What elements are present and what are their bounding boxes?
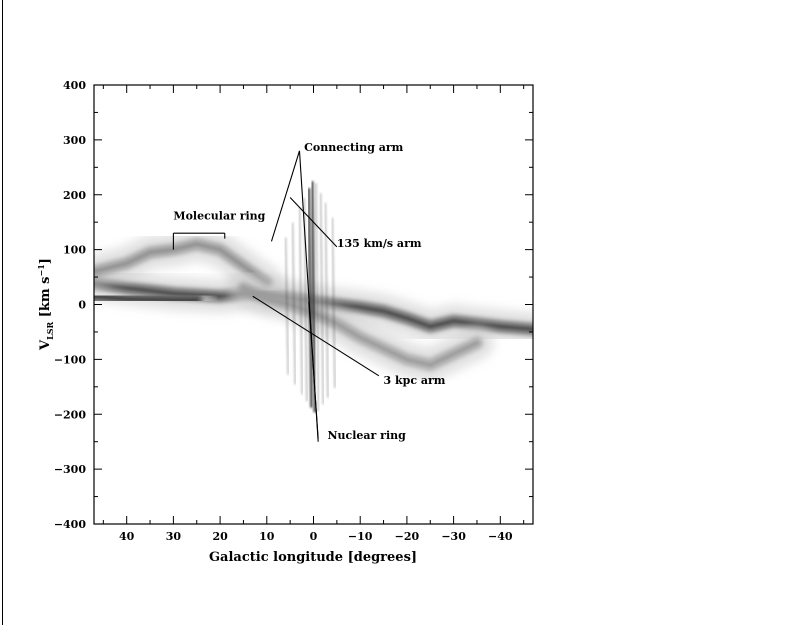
central-streak-2 [298,207,304,395]
central-streak-0 [284,237,290,375]
y-tick-label: −300 [54,463,87,476]
x-tick-label: 40 [119,530,135,543]
central-streak-5 [310,181,317,413]
y-axis-title-unit-close: ] [38,258,53,264]
annotation-label: Connecting arm [304,141,403,154]
central-streak-9 [331,217,336,388]
y-axis-title-unit-open: [km s [38,276,53,321]
central-streak-6 [315,183,320,411]
emission-core-1 [94,242,269,285]
annotations: Molecular ring Connecting arm 135 km/s arm… [173,141,445,442]
central-streak-1 [291,222,297,385]
x-axis-title: Galactic longitude [degrees] [209,550,417,565]
leader-line-3 [270,150,301,242]
y-axis-title: VLSR [km s−1] [36,258,55,351]
x-tick-label: 0 [310,530,318,543]
y-tick-label: 100 [63,244,86,257]
central-streak-7 [319,193,325,405]
x-tick-label: −40 [488,530,513,543]
x-tick-label: −30 [441,530,466,543]
leader-line-6 [252,295,380,377]
emission-map [94,181,533,413]
x-tick-label: 20 [212,530,228,543]
emission-core-2 [241,286,479,367]
y-axis-title-main: V [38,339,53,351]
annotation-label: 3 kpc arm [384,374,446,387]
y-tick-label: 400 [63,79,86,92]
annotation-label: Nuclear ring [328,429,407,442]
page-left-rule [2,0,3,625]
y-tick-label: 200 [63,189,86,202]
y-tick-label: −200 [54,408,87,421]
y-tick-label: 0 [78,299,86,312]
leader-line-5 [289,197,338,248]
x-tick-label: −10 [348,530,373,543]
y-tick-label: 300 [63,134,86,147]
x-tick-label: −20 [395,530,420,543]
annotation-label: Molecular ring [173,209,265,222]
y-tick-label: −100 [54,353,87,366]
annotation-leader-lines [172,150,380,442]
central-streak-4 [307,188,314,408]
y-axis-title-unit-sup: −1 [36,264,46,276]
y-axis-title-sub: LSR [45,321,55,339]
y-tick-label: −400 [54,518,87,531]
x-tick-label: 30 [166,530,182,543]
x-tick-label: 10 [259,530,275,543]
axis-ticks: 40 30 20 10 0 −10 −20 −30 −404003002001000−100−2… [54,79,533,543]
emission-core-3 [94,294,199,302]
leader-line-7 [308,301,319,439]
annotation-label: 135 km/s arm [337,237,422,250]
